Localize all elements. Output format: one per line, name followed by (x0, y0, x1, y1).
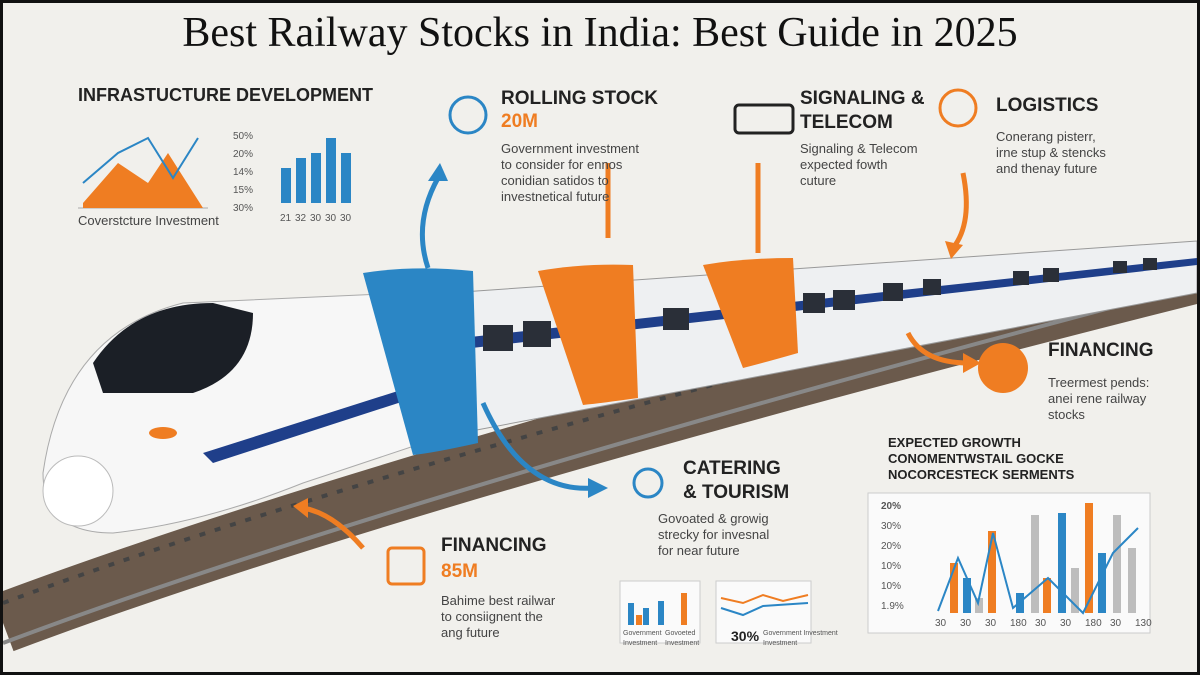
page-title: Best Railway Stocks in India: Best Guide… (182, 10, 1018, 56)
section-heading: ROLLING STOCK (501, 88, 658, 109)
arrow-heads (293, 163, 981, 518)
section-heading: FINANCING (441, 535, 547, 556)
chart-heading: NOCORCESTECK SERMENTS (888, 467, 1075, 482)
tick-label: 15% (233, 185, 254, 196)
chart-heading: EXPECTED GROWTH (888, 435, 1021, 450)
chart-heading: CONOMENTWSTAIL GOCKE (888, 451, 1064, 466)
section-text: for near future (658, 543, 740, 558)
growth-chart (867, 492, 1151, 634)
section-text: anei rene railway (1048, 391, 1147, 406)
chart-caption: Investment (665, 640, 700, 647)
chart-caption: Govoeted (665, 630, 696, 637)
tick-label: 50% (233, 131, 254, 142)
tick-label: 30 (310, 213, 322, 224)
figure: 85M (441, 561, 478, 582)
chart-caption: Investment (623, 640, 658, 647)
tick-label: 30 (1060, 618, 1072, 629)
chart-caption: Government (623, 630, 662, 637)
tick-label: 30 (960, 618, 972, 629)
mini-charts (619, 580, 812, 644)
tick-label: 20% (881, 501, 902, 512)
section-text: Treermest pends: (1048, 375, 1150, 390)
tick-label: 21 (280, 213, 292, 224)
tick-label: 180 (1010, 618, 1027, 629)
section-text: Government investment (501, 141, 640, 156)
icons (386, 88, 1028, 586)
section-text: stocks (1048, 407, 1085, 422)
section-text: conidian satidos to (501, 173, 609, 188)
tick-label: 1.9% (881, 601, 904, 612)
tick-label: 32 (295, 213, 307, 224)
section-text: strecky for invesnal (658, 527, 770, 542)
windows (483, 258, 1157, 351)
section-heading: TELECOM (800, 112, 893, 133)
section-text: to consider for ennos (501, 157, 623, 172)
figure: 30% (731, 628, 760, 644)
section-text: cuture (800, 173, 837, 188)
section-heading: SIGNALING & (800, 88, 925, 109)
tick-label: 30 (325, 213, 337, 224)
figure: 20M (501, 111, 538, 132)
section-text: and thenay future (996, 161, 1098, 176)
tick-label: 20% (881, 541, 902, 552)
section-heading: INFRASTUCTURE DEVELOPMENT (78, 85, 374, 105)
band-blue (363, 268, 478, 455)
section-text: Bahime best railwar (441, 593, 556, 608)
windshield (93, 303, 253, 393)
infra-chart (78, 136, 351, 209)
section-text: Conerang pisterr, (996, 129, 1096, 144)
tick-label: 130 (1135, 618, 1152, 629)
section-text: to consiignent the (441, 609, 543, 624)
tick-label: 30% (233, 203, 254, 214)
band-orange (703, 258, 798, 368)
section-text: Signaling & Telecom (800, 141, 918, 156)
chart-caption: Government Investment (763, 630, 838, 637)
tick-label: 20% (233, 149, 254, 160)
band-orange (538, 264, 638, 405)
tick-label: 30 (935, 618, 947, 629)
rail (3, 283, 1197, 645)
section-heading: FINANCING (1048, 340, 1154, 361)
tick-label: 30 (1035, 618, 1047, 629)
tick-label: 180 (1085, 618, 1102, 629)
section-text: irne stup & stencks (996, 145, 1106, 160)
section-text: expected fowth (800, 157, 888, 172)
chart-caption: Coverstcture Investment (78, 213, 219, 228)
nose-stripe (203, 383, 423, 463)
chart-caption: Investment (763, 640, 798, 647)
tick-label: 30 (340, 213, 352, 224)
tick-label: 30% (881, 521, 902, 532)
tick-label: 30 (985, 618, 997, 629)
section-text: ang future (441, 625, 500, 640)
section-text: investnetical future (501, 189, 610, 204)
illustration (3, 88, 1197, 652)
arrows (302, 163, 969, 550)
section-heading: LOGISTICS (996, 95, 1099, 116)
tick-label: 30 (1110, 618, 1122, 629)
section-heading: & TOURISM (683, 482, 790, 503)
tick-label: 10% (881, 581, 902, 592)
section-text: Govoated & growig (658, 511, 769, 526)
headlight (149, 427, 177, 439)
section-heading: CATERING (683, 458, 781, 479)
coupler (42, 455, 114, 527)
tick-label: 10% (881, 561, 902, 572)
tick-label: 14% (233, 167, 254, 178)
